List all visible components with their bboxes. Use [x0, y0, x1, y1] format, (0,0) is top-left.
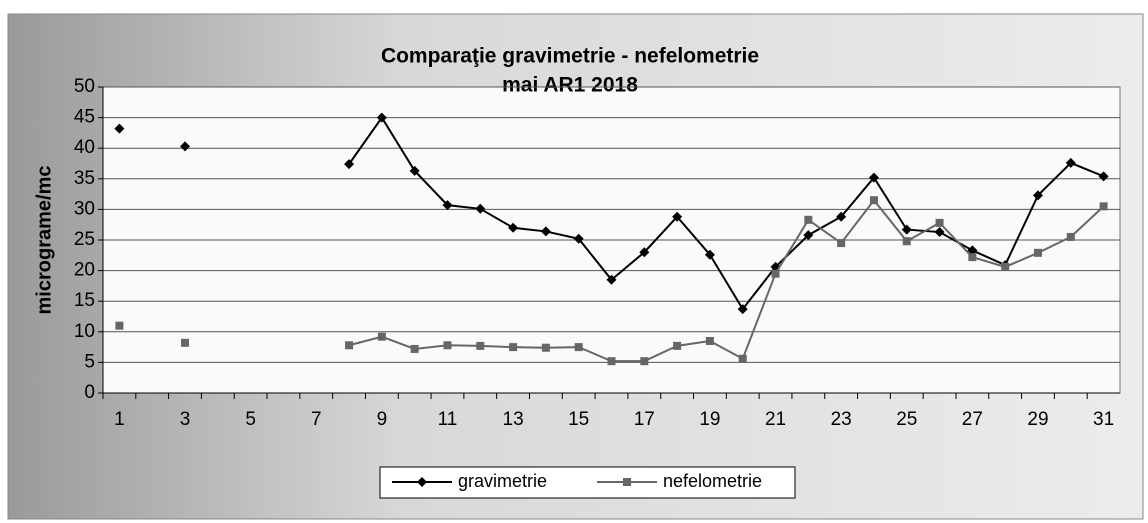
y-tick-label: 20: [74, 260, 95, 281]
y-tick-label: 5: [84, 351, 95, 372]
data-point: [115, 321, 124, 330]
chart-title: Comparaţie gravimetrie - nefelometrie: [381, 45, 759, 68]
data-point: [639, 247, 650, 258]
data-point: [803, 230, 814, 241]
data-point: [968, 253, 977, 262]
data-point: [475, 203, 486, 214]
chart-subtitle: mai AR1 2018: [502, 74, 638, 97]
data-point: [738, 354, 747, 363]
legend-label: nefelometrie: [663, 471, 762, 491]
y-tick-label: 40: [74, 137, 95, 158]
x-tick-label: 13: [503, 409, 524, 430]
x-tick-label: 27: [962, 409, 983, 430]
data-point: [1066, 232, 1075, 241]
x-tick-label: 31: [1093, 409, 1114, 430]
legend-marker: [417, 477, 427, 487]
x-tick-label: 5: [245, 409, 256, 430]
data-point: [574, 343, 583, 352]
series-line: [348, 115, 1104, 311]
x-tick-label: 1: [114, 409, 125, 430]
y-tick-label: 15: [74, 290, 95, 311]
x-tick-label: 21: [765, 409, 786, 430]
data-point: [180, 141, 191, 152]
y-tick-label: 35: [74, 168, 95, 189]
y-tick-label: 45: [74, 107, 95, 128]
x-tick-label: 7: [311, 409, 322, 430]
x-tick-label: 11: [438, 409, 458, 430]
x-tick-label: 25: [896, 409, 917, 430]
data-point: [640, 357, 649, 366]
data-point: [573, 233, 584, 244]
x-tick-label: 3: [180, 409, 191, 430]
data-point: [672, 211, 683, 222]
data-point: [114, 123, 125, 134]
data-point: [1098, 171, 1109, 182]
x-tick-label: 29: [1027, 409, 1048, 430]
data-point: [344, 159, 355, 170]
data-point: [673, 341, 682, 350]
data-point: [541, 343, 550, 352]
data-point: [443, 341, 452, 350]
data-point: [868, 172, 879, 183]
y-tick-label: 0: [84, 382, 95, 403]
data-point: [508, 222, 519, 233]
data-point: [901, 224, 912, 235]
data-point: [442, 200, 453, 211]
data-point: [837, 239, 846, 248]
data-point: [476, 341, 485, 350]
x-tick-label: 15: [568, 409, 589, 430]
data-point: [836, 211, 847, 222]
x-tick-label: 17: [634, 409, 655, 430]
data-point: [902, 237, 911, 246]
data-point: [967, 245, 978, 256]
data-point: [540, 226, 551, 237]
y-tick-label: 50: [74, 76, 95, 97]
y-tick-label: 10: [74, 321, 95, 342]
y-axis-label: micrograme/mc: [33, 166, 55, 315]
data-point: [409, 165, 420, 176]
legend-label: gravimetrie: [458, 471, 547, 491]
data-point: [1099, 202, 1108, 211]
x-tick-label: 19: [699, 409, 720, 430]
data-point: [804, 215, 813, 224]
data-point: [410, 344, 419, 353]
data-point: [376, 112, 387, 123]
data-point: [935, 218, 944, 227]
y-tick-label: 25: [74, 229, 95, 250]
data-point: [509, 343, 518, 352]
data-point: [771, 269, 780, 278]
data-point: [1065, 157, 1076, 168]
y-tick-label: 30: [74, 198, 95, 219]
data-point: [1001, 262, 1010, 271]
legend-marker: [623, 478, 631, 486]
data-point: [934, 227, 945, 238]
data-point: [607, 357, 616, 366]
data-point: [869, 196, 878, 205]
x-tick-label: 9: [377, 409, 388, 430]
data-point: [606, 274, 617, 285]
data-point: [1032, 190, 1043, 201]
data-point: [1033, 248, 1042, 257]
data-point: [181, 338, 190, 347]
data-point: [704, 249, 715, 260]
data-point: [705, 336, 714, 345]
series-line: [348, 198, 1105, 363]
data-point: [345, 341, 354, 350]
x-tick-label: 23: [831, 409, 852, 430]
data-point: [737, 304, 748, 315]
data-point: [377, 332, 386, 341]
